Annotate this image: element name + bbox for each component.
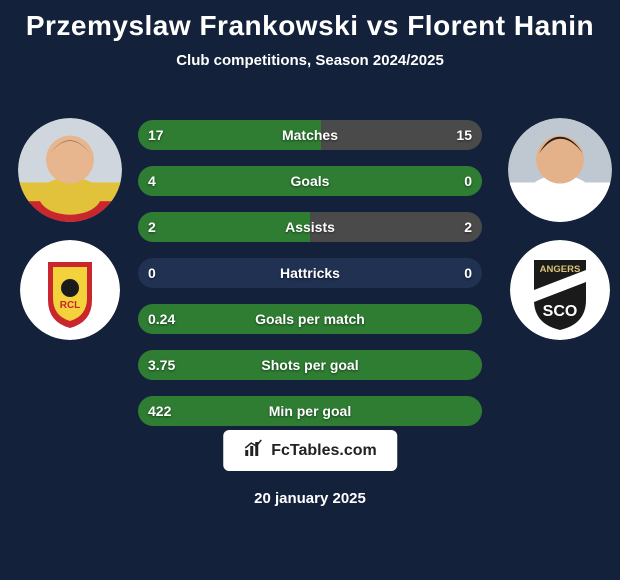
stat-label: Assists — [138, 212, 482, 242]
stat-label: Goals per match — [138, 304, 482, 334]
subtitle: Club competitions, Season 2024/2025 — [0, 52, 620, 69]
right-column: ANGERS SCO — [500, 118, 620, 340]
stat-value-left: 17 — [148, 120, 164, 150]
svg-text:SCO: SCO — [543, 303, 578, 320]
stat-value-right: 0 — [464, 258, 472, 288]
stat-value-right: 15 — [456, 120, 472, 150]
stat-row: Hattricks0 0 — [138, 258, 482, 288]
stat-value-left: 422 — [148, 396, 171, 426]
stat-value-left: 3.75 — [148, 350, 175, 380]
stat-row: Min per goal422 — [138, 396, 482, 426]
branding-text: FcTables.com — [271, 442, 377, 460]
stat-label: Min per goal — [138, 396, 482, 426]
club-right-badge: ANGERS SCO — [510, 240, 610, 340]
stat-label: Shots per goal — [138, 350, 482, 380]
stat-label: Goals — [138, 166, 482, 196]
stat-value-left: 2 — [148, 212, 156, 242]
left-column: RCL — [10, 118, 130, 340]
stat-row: Matches17 15 — [138, 120, 482, 150]
stat-row: Shots per goal3.75 — [138, 350, 482, 380]
stat-value-left: 0.24 — [148, 304, 175, 334]
stat-row: Assists2 2 — [138, 212, 482, 242]
svg-text:ANGERS: ANGERS — [540, 264, 581, 275]
chart-logo-icon — [243, 438, 263, 463]
page-title: Przemyslaw Frankowski vs Florent Hanin — [0, 10, 620, 42]
date-text: 20 january 2025 — [0, 490, 620, 507]
branding-badge: FcTables.com — [223, 430, 397, 471]
player-left-avatar — [18, 118, 122, 222]
comparison-card: Przemyslaw Frankowski vs Florent Hanin C… — [0, 0, 620, 580]
stat-row: Goals per match0.24 — [138, 304, 482, 334]
stat-label: Hattricks — [138, 258, 482, 288]
stat-rows: Matches1715Goals40Assists22Hattricks00Go… — [138, 120, 482, 442]
stat-value-right: 2 — [464, 212, 472, 242]
player-right-avatar — [508, 118, 612, 222]
stat-label: Matches — [138, 120, 482, 150]
svg-text:RCL: RCL — [60, 300, 81, 311]
club-left-badge: RCL — [20, 240, 120, 340]
stat-value-right: 0 — [464, 166, 472, 196]
stat-value-left: 0 — [148, 258, 156, 288]
stat-value-left: 4 — [148, 166, 156, 196]
stat-row: Goals4 0 — [138, 166, 482, 196]
